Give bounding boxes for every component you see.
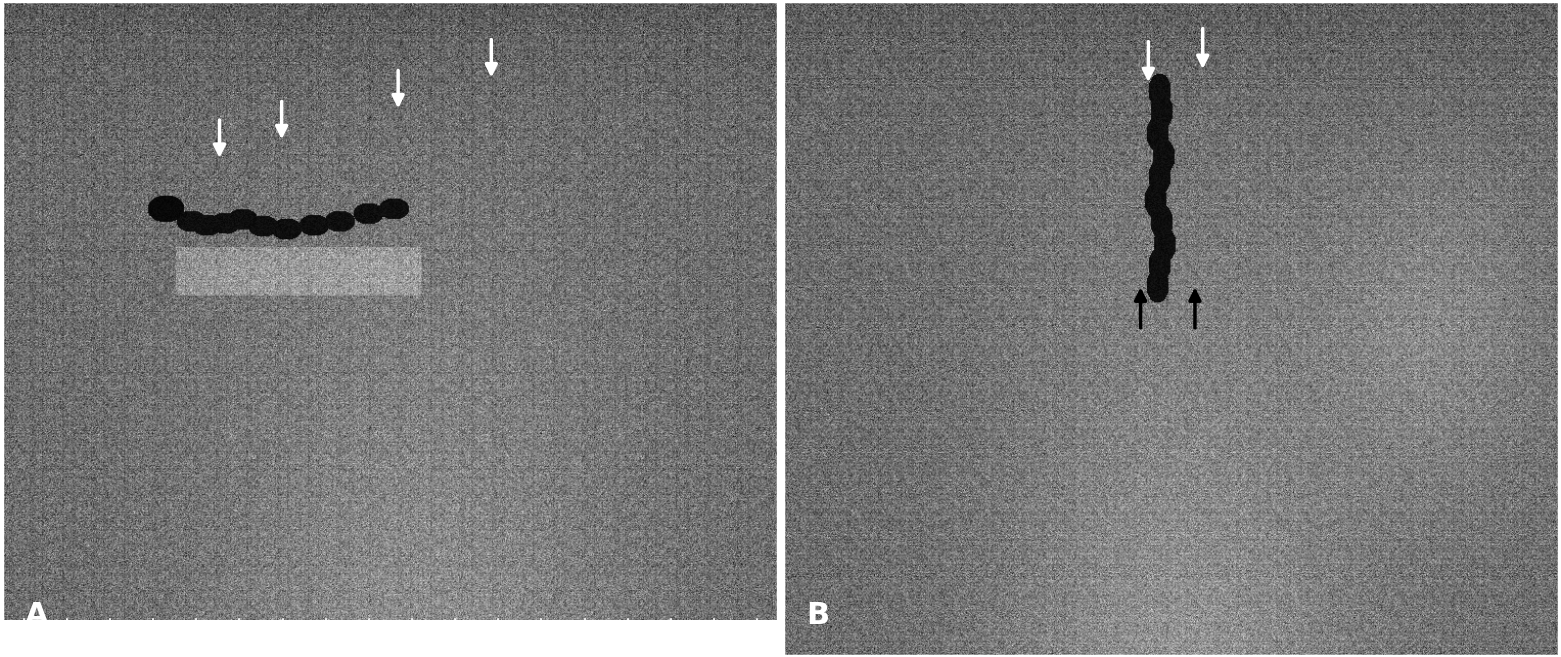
Text: A: A — [25, 601, 48, 630]
Text: B: B — [805, 601, 829, 630]
